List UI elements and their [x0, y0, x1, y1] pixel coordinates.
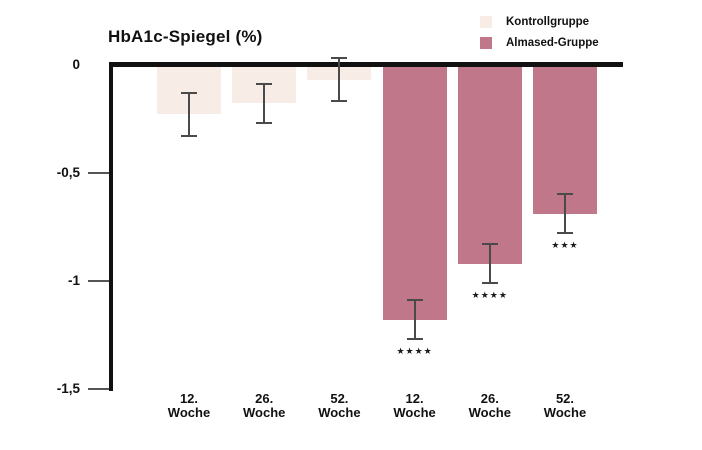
error-bar-almased-gruppe-26-woche-cap-top — [481, 243, 498, 246]
error-bar-kontrollgruppe-52-woche-cap-bottom — [331, 100, 348, 103]
error-bar-almased-gruppe-26-woche-line — [488, 244, 491, 284]
x-axis-line — [109, 62, 623, 67]
error-bar-almased-gruppe-12-woche-cap-top — [406, 299, 423, 302]
legend-label-almased-gruppe: Almased-Gruppe — [506, 36, 599, 49]
x-axis-label-2: 26. Woche — [242, 391, 286, 420]
error-bar-almased-gruppe-12-woche-cap-bottom — [406, 338, 423, 341]
significance-stars-almased-gruppe-52-woche: ★★★ — [551, 241, 579, 252]
error-bar-almased-gruppe-52-woche-cap-top — [557, 193, 573, 196]
legend-swatch-kontrollgruppe-icon — [480, 15, 492, 28]
y-axis-tick-label: -1 — [67, 272, 80, 288]
x-axis-label-1: 12. Woche — [167, 391, 211, 420]
error-bar-kontrollgruppe-52-woche-cap-top — [331, 57, 348, 59]
error-bar-almased-gruppe-12-woche-line — [413, 300, 416, 340]
error-bar-kontrollgruppe-52-woche-line — [338, 58, 341, 102]
error-bar-kontrollgruppe-26-woche-line — [263, 83, 266, 123]
y-axis-tick — [88, 388, 109, 391]
y-axis-tick-label: -0,5 — [56, 164, 80, 180]
bar-almased-gruppe-12-woche — [382, 66, 447, 320]
y-axis-tick-label: 0 — [72, 56, 80, 72]
legend-label-kontrollgruppe: Kontrollgruppe — [506, 15, 590, 28]
legend-item-kontrollgruppe: Kontrollgruppe — [480, 15, 589, 28]
x-axis-label-5: 26. Woche — [468, 391, 511, 420]
bar-almased-gruppe-26-woche — [457, 66, 522, 264]
y-axis-tick — [88, 279, 109, 282]
x-axis-label-4: 12. Woche — [393, 391, 436, 420]
y-axis-tick-label: -1,5 — [56, 381, 80, 397]
significance-stars-almased-gruppe-12-woche: ★★★★ — [396, 347, 433, 358]
significance-stars-almased-gruppe-26-woche: ★★★★ — [471, 291, 508, 302]
error-bar-kontrollgruppe-12-woche-cap-top — [181, 91, 197, 94]
error-bar-almased-gruppe-52-woche-cap-bottom — [557, 232, 573, 235]
x-axis-label-6: 52. Woche — [543, 391, 587, 420]
error-bar-almased-gruppe-52-woche-line — [564, 194, 566, 234]
error-bar-almased-gruppe-26-woche-cap-bottom — [481, 282, 498, 285]
error-bar-kontrollgruppe-12-woche-line — [188, 92, 190, 136]
chart-title: HbA1c-Spiegel (%) — [108, 27, 263, 46]
legend-swatch-almased-gruppe-icon — [480, 36, 492, 49]
x-axis-label-3: 52. Woche — [318, 391, 361, 420]
error-bar-kontrollgruppe-12-woche-cap-bottom — [181, 134, 197, 137]
legend-item-almased-gruppe: Almased-Gruppe — [480, 36, 599, 49]
y-axis-tick — [88, 171, 109, 174]
y-axis-line — [109, 62, 113, 391]
error-bar-kontrollgruppe-26-woche-cap-bottom — [256, 121, 273, 124]
bar-almased-gruppe-52-woche — [533, 66, 597, 214]
error-bar-kontrollgruppe-26-woche-cap-top — [256, 82, 273, 85]
